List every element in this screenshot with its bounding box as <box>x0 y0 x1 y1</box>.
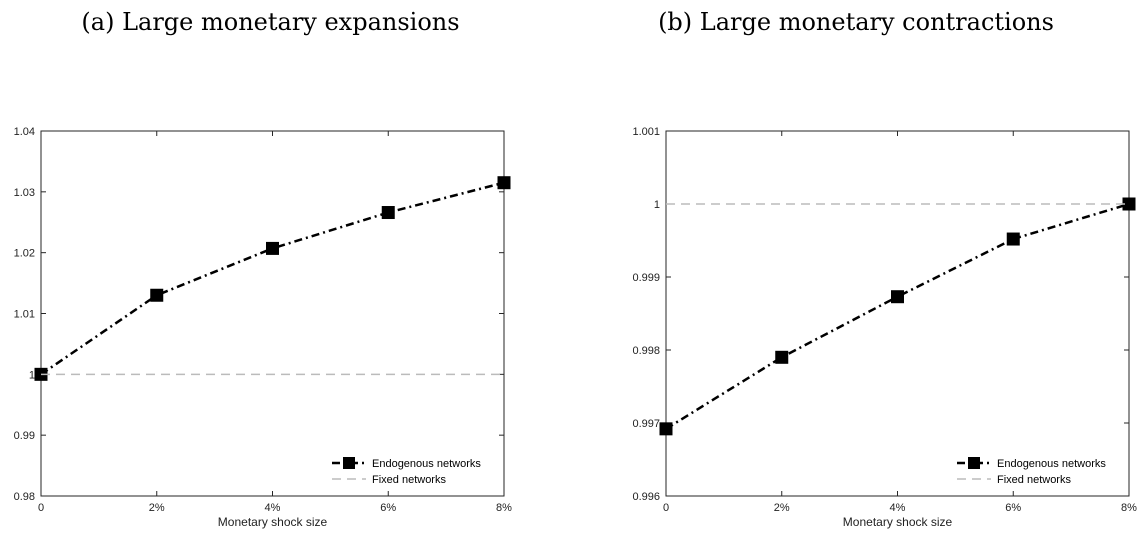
plot-frame <box>665 130 1130 497</box>
data-point-marker <box>891 290 904 304</box>
x-axis-title: Monetary shock size <box>843 515 953 529</box>
data-point-marker <box>1006 232 1020 246</box>
legend-box <box>953 452 1123 488</box>
x-tick-label: 0 <box>38 502 44 514</box>
data-point-marker <box>150 288 164 302</box>
data-point-marker <box>266 241 279 255</box>
y-tick-label: 1.04 <box>14 126 35 138</box>
x-axis-title: Monetary shock size <box>218 515 328 529</box>
y-tick-label: 0.98 <box>14 491 35 503</box>
legend-label: Fixed networks <box>997 474 1071 486</box>
data-point-marker <box>775 350 789 364</box>
x-tick-label: 8% <box>1121 502 1137 514</box>
y-tick-label: 0.998 <box>632 345 660 357</box>
x-tick-label: 4% <box>890 502 906 514</box>
x-tick-label: 8% <box>496 502 512 514</box>
legend-label: Endogenous networks <box>997 458 1106 470</box>
data-point-marker <box>497 176 511 190</box>
legend-marker <box>343 457 355 469</box>
y-tick-label: 1.02 <box>14 248 35 260</box>
legend-label: Endogenous networks <box>372 458 481 470</box>
x-tick-label: 2% <box>774 502 790 514</box>
data-point-marker <box>1122 197 1136 211</box>
data-point-marker <box>659 422 673 436</box>
y-tick-label: 0.99 <box>14 430 35 442</box>
y-tick-label: 1.001 <box>632 126 660 138</box>
data-point-marker <box>381 206 395 220</box>
x-tick-label: 6% <box>380 502 396 514</box>
x-tick-label: 2% <box>149 502 165 514</box>
legend-label: Fixed networks <box>372 474 446 486</box>
x-tick-label: 6% <box>1005 502 1021 514</box>
series-line-endogenous <box>665 202 1130 430</box>
x-tick-label: 0 <box>663 502 669 514</box>
x-tick-label: 4% <box>265 502 281 514</box>
legend-box <box>328 452 498 488</box>
y-tick-label: 0.997 <box>632 418 660 430</box>
y-tick-label: 1.01 <box>14 309 35 321</box>
legend-marker <box>968 457 980 469</box>
y-tick-label: 0.999 <box>632 272 660 284</box>
y-tick-label: 0.996 <box>632 491 660 503</box>
y-tick-label: 1.03 <box>14 187 35 199</box>
panel-a-title: (a) Large monetary expansions <box>81 8 460 36</box>
y-tick-label: 1 <box>654 199 660 211</box>
panel-b-title: (b) Large monetary contractions <box>658 8 1054 36</box>
y-tick-label: 1 <box>29 369 35 381</box>
